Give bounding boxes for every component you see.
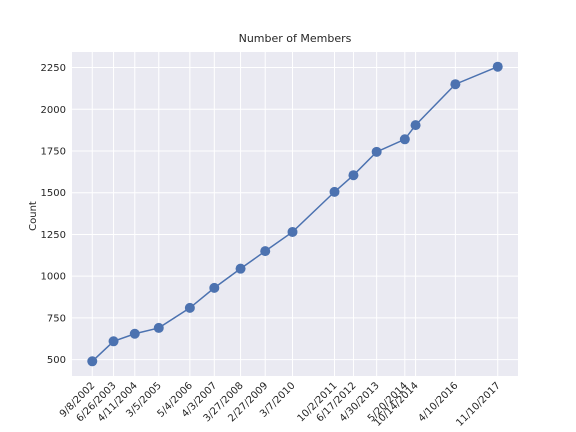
marker — [450, 79, 461, 90]
marker — [209, 282, 220, 293]
marker — [87, 356, 98, 367]
marker — [260, 246, 271, 257]
marker — [153, 322, 164, 333]
y-tick-label: 1750 — [41, 146, 66, 157]
marker — [235, 263, 246, 274]
y-tick-label: 1250 — [41, 230, 66, 241]
marker — [410, 120, 421, 131]
y-tick-label: 2000 — [41, 105, 66, 116]
x-tick-label: 4/10/2016 — [416, 380, 460, 424]
marker — [329, 186, 340, 197]
plot-area — [72, 52, 518, 376]
marker — [184, 302, 195, 313]
y-tick-label: 1500 — [41, 188, 66, 199]
y-tick-label: 500 — [47, 355, 66, 366]
line — [91, 65, 499, 362]
marker — [108, 336, 119, 347]
marker — [492, 61, 503, 72]
chart-title: Number of Members — [239, 32, 352, 45]
y-tick-label: 1000 — [41, 272, 66, 283]
marker — [371, 146, 382, 157]
x-tick-label: 11/10/2017 — [454, 380, 503, 429]
y-axis-label: Count — [28, 201, 39, 231]
marker — [129, 328, 140, 339]
marker — [287, 226, 298, 237]
y-tick-label: 2250 — [41, 63, 66, 74]
y-tick-label: 750 — [47, 313, 66, 324]
marker — [348, 170, 359, 181]
marker — [399, 134, 410, 145]
